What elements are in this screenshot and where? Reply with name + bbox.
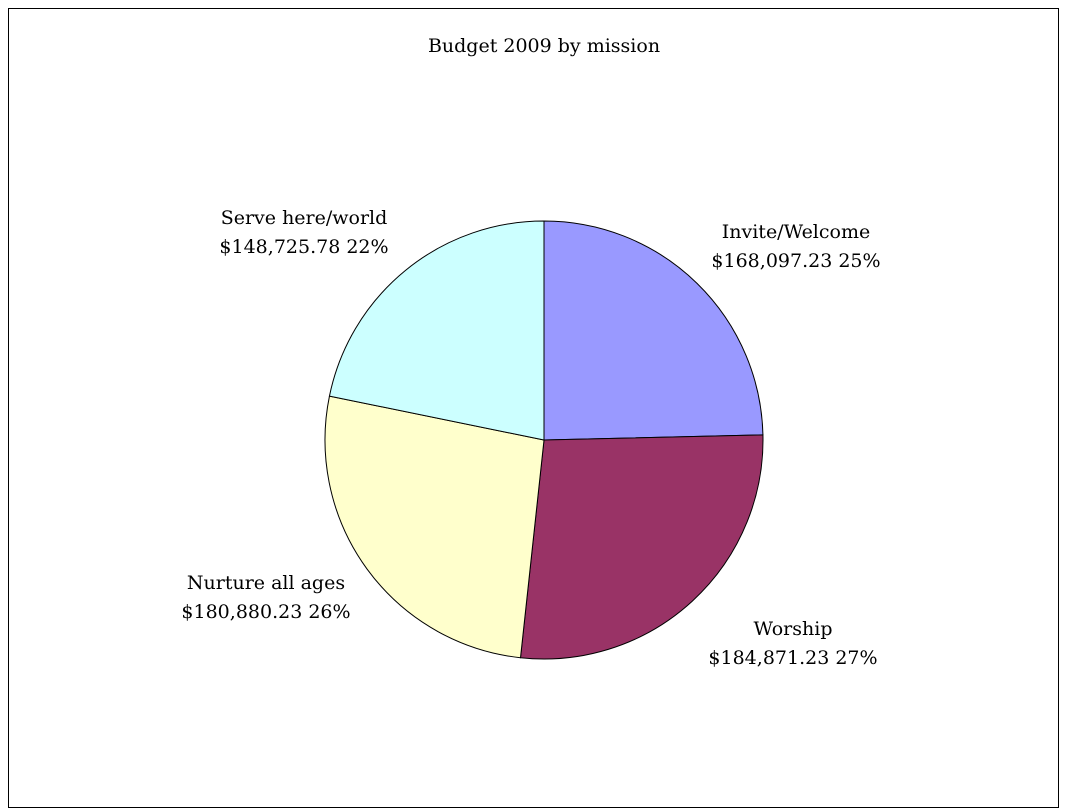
slice-label-invite-welcome-value: $168,097.23 25% [711,250,880,272]
slice-label-invite-welcome-name: Invite/Welcome [722,221,870,243]
pie-slice-worship [519,434,764,660]
slice-label-worship-value: $184,871.23 27% [708,647,877,669]
pie-slice-serve-here-world [328,220,545,441]
slice-label-worship-name: Worship [754,618,833,640]
pie-slice-invite-welcome [543,220,764,441]
slice-label-nurture-name: Nurture all ages [187,572,345,594]
slice-label-serve-value: $148,725.78 22% [219,236,388,258]
slice-label-serve-name: Serve here/world [221,207,388,229]
slice-label-nurture-value: $180,880.23 26% [181,601,350,623]
chart-title: Budget 2009 by mission [428,35,660,57]
pie-slices [324,220,764,660]
pie-slice-nurture-all-ages [324,395,545,659]
